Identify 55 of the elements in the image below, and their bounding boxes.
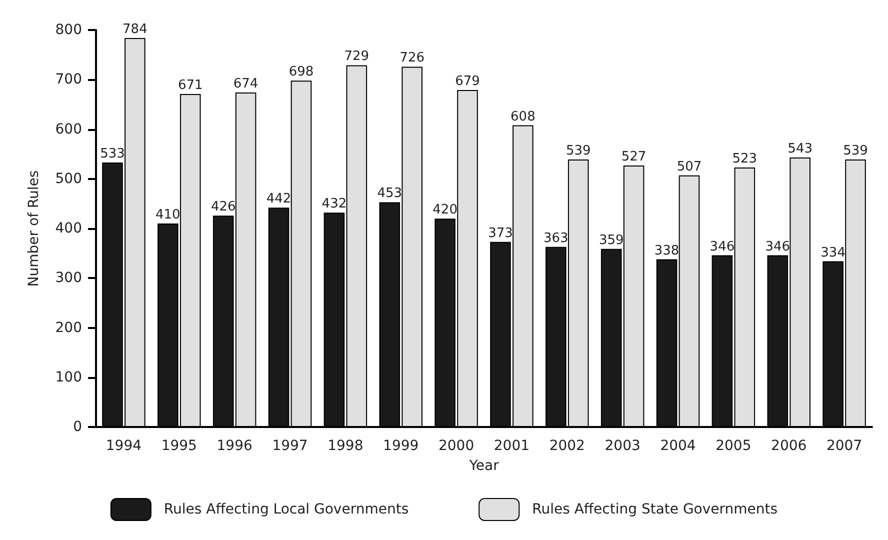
data-label: 527 [621,149,646,164]
data-label: 784 [122,22,148,37]
data-label: 726 [400,50,424,66]
x-axis-title: Year [468,458,500,474]
data-label: 674 [233,76,258,92]
data-label: 679 [455,74,480,90]
y-tick-label: 0 [73,419,82,435]
x-tick-label: 1995 [161,438,197,454]
data-label: 523 [732,151,758,166]
x-tick-label: 1994 [106,438,142,454]
data-label: 346 [765,239,790,254]
data-label: 507 [676,159,702,174]
legend-label: Rules Affecting Local Governments [164,502,409,518]
data-label: 698 [288,64,314,80]
data-label: 539 [566,144,591,159]
data-label: 363 [544,230,568,246]
data-label: 359 [598,232,624,248]
x-tick-label: 2004 [660,438,696,454]
y-tick-label: 100 [55,369,82,386]
data-label: 373 [488,226,513,241]
y-tick-label: 200 [55,320,82,336]
y-tick-label: 700 [55,72,82,88]
data-label: 338 [654,243,680,258]
data-label: 671 [178,78,203,94]
x-tick-label: 2007 [826,438,862,454]
data-label: 453 [377,186,402,202]
x-tick-label: 2001 [494,438,530,454]
x-tick-label: 2006 [771,438,807,454]
x-tick-label: 2005 [716,438,752,454]
data-label: 539 [843,144,868,159]
y-tick-label: 600 [55,121,82,138]
y-tick-label: 400 [55,220,82,236]
legend-label: Rules Affecting State Governments [532,502,778,518]
data-label: 420 [432,202,458,218]
data-label: 334 [820,245,846,260]
data-label: 543 [788,142,812,157]
y-axis-title: Number of Rules [26,170,42,287]
data-label: 410 [156,208,180,223]
data-label: 729 [344,49,370,64]
data-label: 346 [710,239,735,254]
y-tick-label: 500 [55,170,82,187]
x-tick-label: 1997 [272,438,308,454]
y-tick-label: 300 [55,270,82,286]
data-label: 432 [322,196,347,212]
x-tick-label: 1996 [216,438,252,454]
data-label: 442 [266,192,292,207]
y-tick-label: 800 [55,22,82,38]
x-tick-label: 2000 [438,438,474,454]
data-label: 608 [510,109,536,124]
data-label: 426 [210,200,236,215]
x-tick-label: 2002 [549,438,585,454]
x-tick-label: 2003 [604,438,640,454]
data-label: 533 [100,146,125,162]
x-tick-label: 1998 [328,438,364,454]
x-tick-label: 1999 [383,438,419,454]
